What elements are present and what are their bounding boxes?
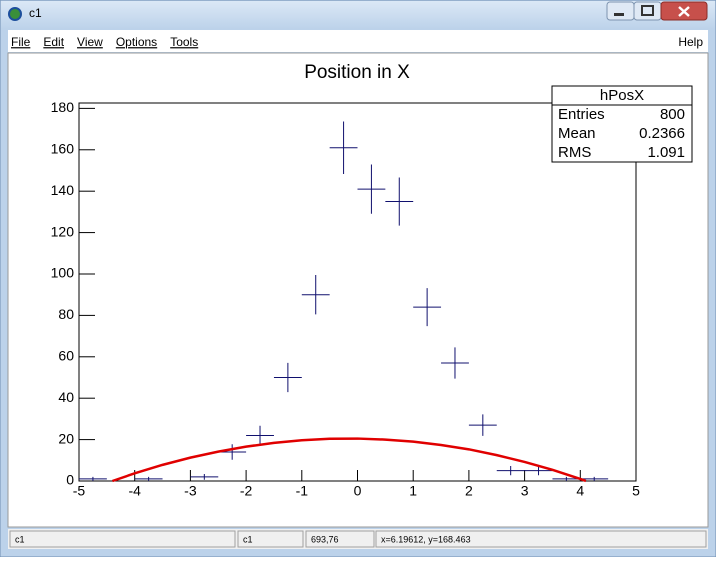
menu-item[interactable]: File	[11, 35, 31, 49]
fit-curve	[112, 437, 587, 483]
stats-title: hPosX	[600, 87, 644, 104]
error-bar-point	[329, 121, 358, 174]
y-tick-label: 140	[51, 182, 75, 198]
menu-item[interactable]: Options	[116, 35, 157, 49]
chart: Position in X -5 -4 -3 -2 -1 0 1 2 3 4 5 0 20 40 60 80 10…	[51, 62, 693, 499]
menu-item[interactable]: Edit	[43, 35, 64, 49]
status-cell	[9, 530, 236, 548]
stats-value: 800	[660, 106, 685, 123]
y-tick-label: 40	[58, 389, 74, 405]
status-cell	[305, 530, 375, 548]
x-tick-label: -5	[73, 483, 86, 499]
x-tick-label: 5	[632, 483, 640, 499]
error-bar-point	[552, 476, 581, 481]
x-tick-label: -1	[296, 483, 309, 499]
y-tick-label: 180	[51, 99, 75, 115]
y-tick-label: 100	[51, 265, 75, 281]
status-cell	[237, 530, 304, 548]
error-bar-point	[496, 466, 525, 476]
x-tick-label: 1	[409, 483, 417, 499]
minimize-icon	[614, 13, 624, 16]
maximize-button[interactable]	[633, 1, 662, 21]
menu-item[interactable]: Tools	[170, 35, 198, 49]
title-bar	[1, 1, 715, 29]
error-bar-point	[357, 164, 386, 214]
error-bar-point	[190, 473, 219, 480]
error-bar-point	[524, 466, 553, 476]
x-tick-label: 3	[521, 483, 529, 499]
x-tick-label: 2	[465, 483, 473, 499]
stats-value: 0.2366	[639, 125, 685, 142]
error-bar-point	[441, 347, 469, 379]
error-bar-point	[580, 476, 609, 481]
x-tick-label: -3	[184, 483, 197, 499]
minimize-button[interactable]	[606, 1, 635, 21]
x-tick-label: 0	[354, 483, 362, 499]
error-bar-point	[301, 275, 330, 315]
close-icon	[678, 6, 690, 17]
y-tick-label: 80	[58, 306, 74, 322]
status-text: 693,76	[311, 534, 339, 544]
maximize-icon	[641, 5, 654, 16]
app-icon	[8, 7, 22, 21]
status: c1 c1 693,76 x=6.19612, y=168.463	[9, 530, 707, 548]
error-bar-point	[134, 476, 163, 481]
menu-item[interactable]: Help	[678, 35, 703, 49]
y-tick-label: 60	[58, 347, 74, 363]
menu-bar	[8, 30, 708, 52]
y-tick-label: 120	[51, 223, 75, 239]
menu-item[interactable]: View	[77, 35, 103, 49]
error-bar-point	[385, 177, 414, 226]
stats-box	[551, 85, 693, 163]
menu: File Edit View Options Tools	[11, 35, 198, 49]
y-tick-label: 20	[58, 430, 74, 446]
stats-label: RMS	[558, 144, 591, 161]
chart-title: Position in X	[304, 62, 410, 83]
x-tick-label: 4	[576, 483, 584, 499]
status-text: c1	[15, 534, 25, 544]
error-bar-point	[79, 476, 107, 481]
error-bar-point	[246, 425, 274, 446]
status-text: x=6.19612, y=168.463	[381, 534, 471, 544]
x-tick-label: -4	[128, 483, 141, 499]
error-bar-point	[468, 414, 497, 436]
stats-label: Entries	[558, 106, 605, 123]
stats-label: Mean	[558, 125, 596, 142]
status-cell	[375, 530, 707, 548]
stats-value: 1.091	[647, 144, 685, 161]
error-bar-point	[413, 288, 442, 327]
y-tick-label: 0	[66, 472, 74, 488]
error-bar-point	[273, 362, 302, 393]
window-title: c1	[29, 6, 42, 20]
x-tick-label: -2	[240, 483, 253, 499]
y-tick-label: 160	[51, 140, 75, 156]
status-text: c1	[243, 534, 253, 544]
